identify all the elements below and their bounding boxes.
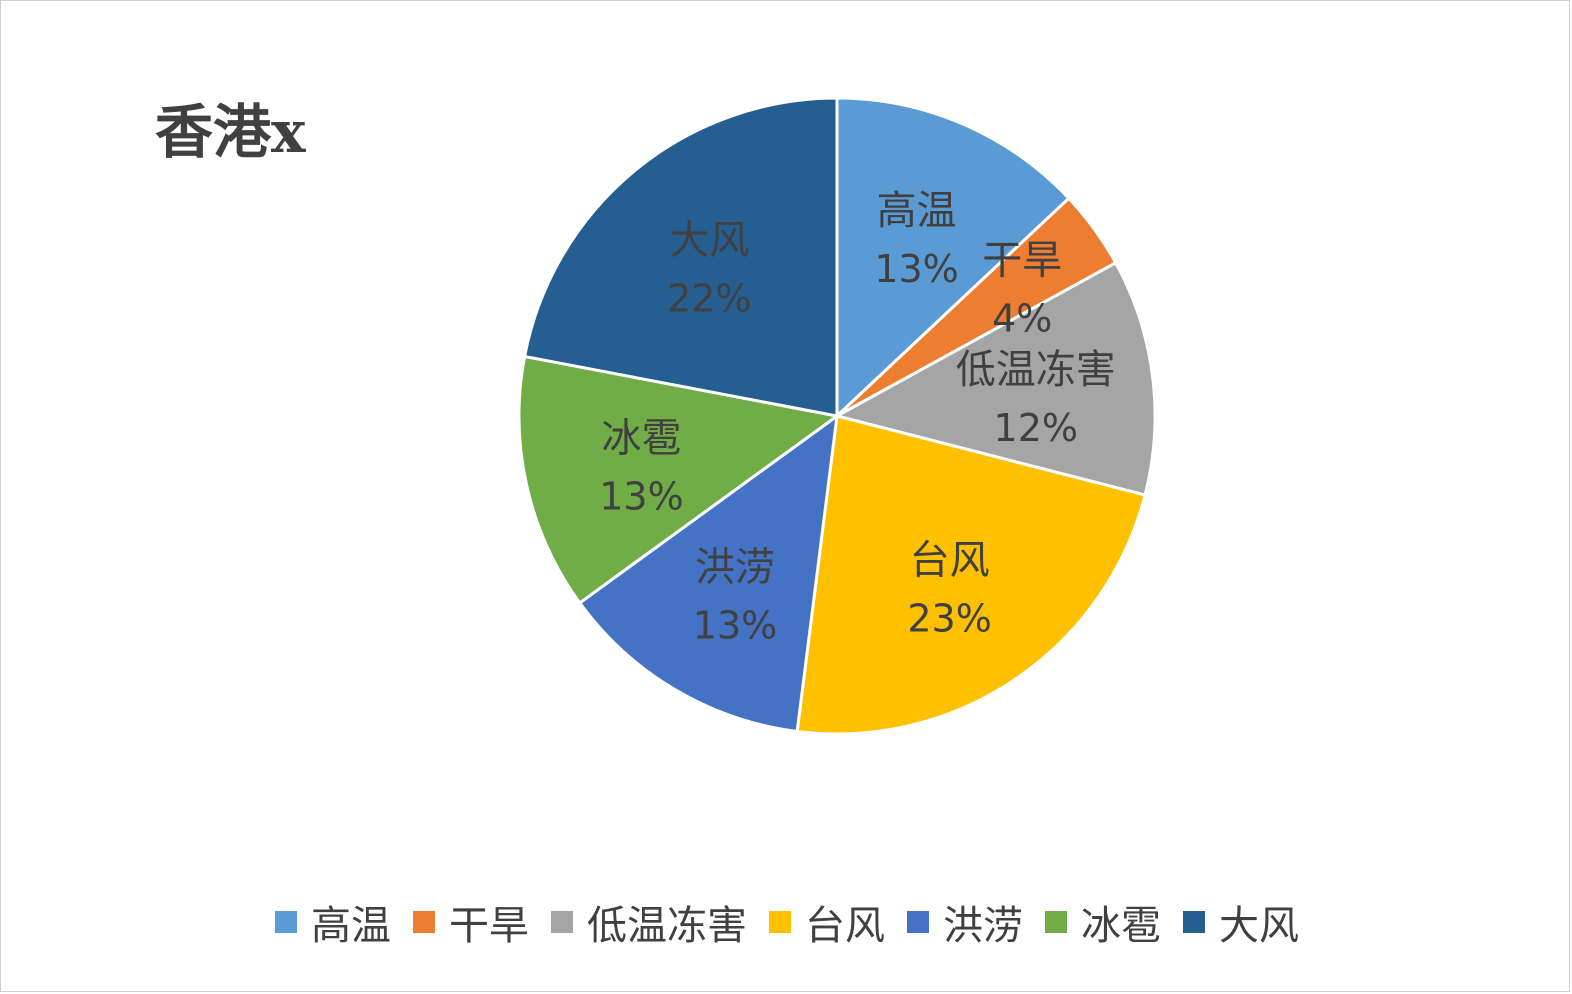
chart-title: 香港x — [155, 98, 306, 166]
slice-percent-label-5: 13% — [693, 603, 777, 647]
slice-category-label-3: 低温冻害 — [956, 347, 1116, 393]
pie-slice-3 — [832, 260, 1157, 497]
slice-percent-label-6: 13% — [599, 475, 683, 519]
slice-percent-label-7: 22% — [667, 277, 751, 321]
legend-item-6: 冰雹 — [1045, 893, 1161, 951]
legend-item-7: 大风 — [1183, 893, 1299, 951]
legend-label-4: 台风 — [805, 903, 885, 949]
legend-label-6: 冰雹 — [1081, 903, 1161, 949]
legend-swatch-3 — [551, 911, 573, 933]
legend-swatch-2 — [413, 911, 435, 933]
legend-swatch-5 — [907, 911, 929, 933]
legend-label-3: 低温冻害 — [587, 903, 747, 949]
slice-category-label-2: 干旱 — [982, 237, 1062, 283]
pie-slice-1 — [835, 96, 1071, 420]
pie-slice-4 — [795, 414, 1147, 736]
slice-category-label-4: 台风 — [910, 538, 990, 584]
legend-swatch-4 — [769, 911, 791, 933]
slice-category-label-5: 洪涝 — [695, 544, 775, 590]
slice-percent-label-3: 12% — [994, 406, 1078, 450]
legend-item-5: 洪涝 — [907, 893, 1023, 951]
slice-category-label-6: 冰雹 — [601, 416, 681, 462]
legend-swatch-6 — [1045, 911, 1067, 933]
slice-category-label-1: 高温 — [877, 188, 957, 234]
slice-percent-label-2: 4% — [992, 296, 1052, 340]
legend-swatch-7 — [1183, 911, 1205, 933]
legend-item-3: 低温冻害 — [551, 893, 747, 951]
slice-category-label-7: 大风 — [669, 218, 749, 264]
legend: 高温 干旱 低温冻害 台风 洪涝 冰雹 大风 — [1, 897, 1572, 949]
legend-label-2: 干旱 — [449, 903, 529, 949]
legend-swatch-1 — [275, 911, 297, 933]
pie-slice-5 — [577, 412, 839, 734]
legend-item-1: 高温 — [275, 893, 391, 951]
legend-label-5: 洪涝 — [943, 903, 1023, 949]
legend-label-1: 高温 — [311, 903, 391, 949]
slice-percent-label-4: 23% — [907, 597, 991, 641]
pie-slice-6 — [517, 354, 841, 606]
slice-percent-label-1: 13% — [874, 247, 958, 291]
legend-item-2: 干旱 — [413, 893, 529, 951]
pie-slice-7 — [522, 96, 839, 418]
legend-item-4: 台风 — [769, 893, 885, 951]
legend-label-7: 大风 — [1219, 903, 1299, 949]
